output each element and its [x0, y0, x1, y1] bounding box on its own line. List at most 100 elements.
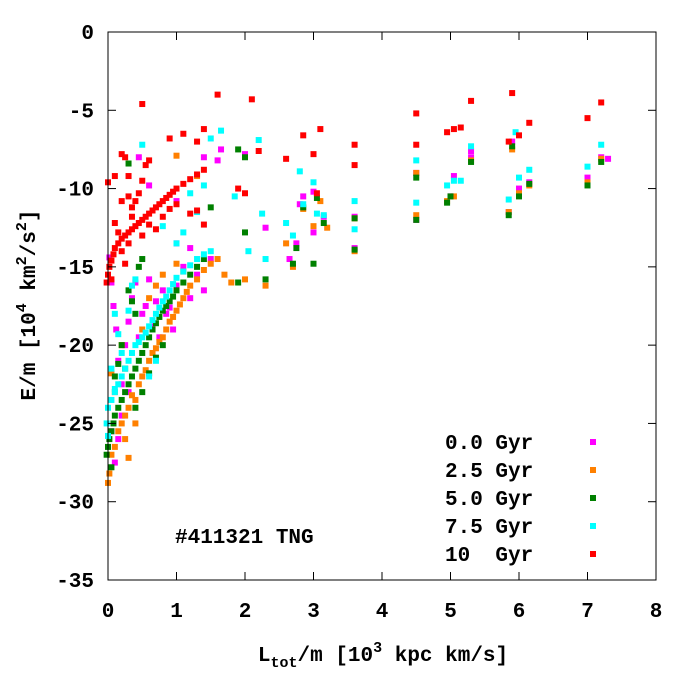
data-point: [115, 381, 122, 388]
data-point: [293, 240, 300, 247]
legend-item: 7.5 Gyr: [445, 517, 596, 540]
data-point: [142, 162, 149, 169]
data-point: [135, 357, 142, 364]
data-point: [118, 342, 125, 349]
data-point: [146, 334, 153, 341]
data-point: [351, 162, 358, 169]
data-point: [584, 179, 591, 186]
data-point: [135, 190, 142, 197]
data-point: [584, 182, 591, 189]
data-point: [108, 464, 115, 471]
y-tick-label: -20: [56, 336, 94, 359]
data-point: [516, 193, 522, 200]
data-point: [159, 307, 166, 314]
data-point: [118, 151, 125, 158]
data-point: [142, 342, 149, 349]
data-point: [194, 263, 201, 270]
data-point: [450, 193, 457, 200]
data-point: [115, 360, 122, 367]
data-point: [166, 135, 173, 142]
data-point: [351, 141, 358, 148]
data-point: [156, 334, 163, 341]
data-point: [128, 298, 135, 305]
data-point: [468, 154, 475, 161]
data-point: [146, 221, 153, 228]
data-point: [245, 248, 252, 255]
data-point: [317, 198, 324, 205]
data-point: [128, 282, 135, 289]
data-point: [106, 254, 113, 261]
data-point: [310, 260, 317, 267]
data-point: [111, 385, 118, 392]
data-point: [149, 207, 156, 214]
data-point: [187, 271, 194, 278]
data-point: [152, 354, 159, 361]
data-point: [152, 226, 159, 233]
x-tick-label: 4: [376, 601, 389, 624]
data-point: [132, 404, 139, 411]
data-point: [132, 310, 139, 317]
data-point: [187, 295, 194, 302]
data-point: [152, 345, 159, 352]
data-point: [310, 188, 317, 195]
data-point: [125, 454, 132, 461]
data-point: [413, 157, 420, 164]
legend-swatch: [590, 467, 596, 473]
data-point: [283, 240, 290, 247]
data-point: [135, 339, 142, 346]
data-point: [125, 404, 132, 411]
plot-frame: [107, 31, 657, 581]
data-point: [176, 301, 183, 308]
data-point: [118, 420, 125, 427]
data-point: [194, 256, 201, 263]
y-tick-label: -10: [56, 180, 94, 203]
data-point: [146, 210, 153, 217]
data-points: [103, 90, 612, 486]
data-point: [139, 101, 146, 108]
data-point: [159, 271, 166, 278]
data-point: [128, 392, 135, 399]
data-point: [170, 293, 177, 300]
data-point: [108, 451, 115, 458]
data-point: [132, 279, 139, 286]
data-point: [146, 357, 153, 364]
data-point: [447, 193, 454, 200]
data-point: [450, 126, 457, 133]
data-point: [262, 256, 269, 263]
data-point: [310, 179, 317, 186]
data-point: [108, 365, 115, 372]
data-point: [173, 307, 180, 314]
data-point: [351, 198, 358, 205]
data-point: [598, 155, 605, 162]
data-point: [132, 198, 139, 205]
data-point: [516, 185, 522, 192]
data-point: [324, 224, 331, 231]
data-point: [289, 263, 296, 270]
data-point: [173, 260, 180, 267]
legend-swatch: [590, 551, 596, 557]
data-point: [156, 201, 163, 208]
data-point: [200, 182, 207, 189]
data-point: [509, 90, 516, 97]
data-point: [207, 248, 214, 255]
data-point: [180, 180, 187, 187]
data-point: [231, 193, 238, 200]
data-point: [108, 257, 115, 264]
data-point: [468, 143, 475, 150]
data-point: [207, 135, 214, 142]
data-point: [584, 174, 591, 181]
data-point: [221, 271, 228, 278]
data-point: [128, 295, 135, 302]
data-point: [149, 349, 156, 356]
data-point: [351, 246, 358, 253]
data-point: [163, 194, 170, 201]
data-point: [128, 226, 135, 233]
data-point: [180, 130, 187, 137]
data-point: [200, 256, 207, 263]
data-point: [255, 137, 262, 144]
data-point: [180, 268, 187, 275]
x-tick-label: 8: [650, 601, 663, 624]
data-point: [468, 147, 475, 154]
data-point: [505, 196, 512, 203]
data-point: [118, 412, 125, 419]
